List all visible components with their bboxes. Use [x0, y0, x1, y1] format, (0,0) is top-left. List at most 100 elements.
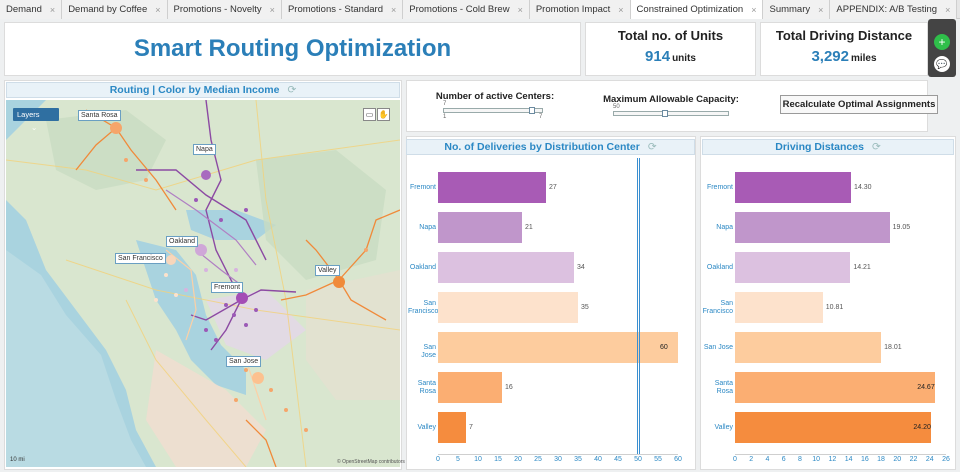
- category-label: Santa Rosa: [714, 379, 733, 395]
- bar-oakland[interactable]: [735, 252, 851, 283]
- kpi-units-value: 914: [645, 48, 671, 65]
- value-label: 10.81: [825, 303, 844, 311]
- x-tick-label: 12: [828, 456, 837, 463]
- bar-fremont[interactable]: [735, 172, 852, 203]
- category-label: Santa Rosa: [417, 379, 436, 395]
- close-icon[interactable]: ×: [390, 4, 397, 15]
- bar-san-jose[interactable]: [735, 332, 882, 363]
- map-label-oakland: Oakland: [166, 236, 199, 247]
- value-label: 24.67: [917, 383, 935, 391]
- kpi-units-unit: units: [672, 53, 696, 64]
- x-tick-label: 10: [812, 456, 821, 463]
- bar-san-francisco[interactable]: [438, 292, 578, 323]
- bar-fremont[interactable]: [438, 172, 546, 203]
- x-tick-label: 15: [494, 456, 502, 463]
- layers-dropdown[interactable]: Layers ⌄: [13, 108, 59, 132]
- add-icon[interactable]: +: [934, 34, 950, 50]
- bar-san-francisco[interactable]: [735, 292, 823, 323]
- bar-napa[interactable]: [438, 212, 522, 243]
- x-tick-label: 16: [860, 456, 869, 463]
- category-label: San Jose: [703, 343, 733, 351]
- centers-slider-thumb[interactable]: [529, 107, 535, 114]
- deliveries-title: No. of Deliveries by Distribution Center…: [406, 139, 695, 155]
- x-tick-label: 5: [456, 456, 460, 463]
- kpi-distance-title: Total Driving Distance: [775, 28, 913, 43]
- refresh-icon[interactable]: ⟳: [871, 141, 881, 153]
- x-tick-label: 4: [765, 456, 770, 463]
- map-view[interactable]: [6, 100, 400, 467]
- value-label: 24.20: [913, 423, 931, 431]
- bar-santa-rosa[interactable]: [438, 372, 502, 403]
- map-title-text: Routing | Color by Median Income: [109, 84, 280, 96]
- bar-valley[interactable]: [438, 412, 466, 443]
- tab-promotion-impact[interactable]: Promotion Impact ×: [529, 0, 631, 19]
- tab-label: Promotion Impact: [535, 4, 611, 15]
- page-title: Smart Routing Optimization: [133, 35, 452, 62]
- chevron-down-icon: ⌄: [31, 123, 38, 132]
- refresh-icon[interactable]: ⟳: [647, 141, 657, 153]
- comment-icon[interactable]: 💬: [934, 56, 950, 72]
- value-label: 35: [581, 303, 589, 311]
- refresh-icon[interactable]: ⟳: [287, 84, 297, 96]
- value-label: 14.21: [853, 263, 871, 271]
- tab-promotions-standard[interactable]: Promotions - Standard ×: [281, 0, 404, 19]
- x-tick-label: 25: [534, 456, 542, 463]
- close-icon[interactable]: ×: [618, 4, 624, 15]
- tab-summary[interactable]: Summary ×: [763, 0, 831, 19]
- close-icon[interactable]: ×: [945, 4, 951, 15]
- x-tick-label: 26: [942, 456, 950, 463]
- close-icon[interactable]: ×: [49, 4, 56, 15]
- value-label: 7: [469, 423, 473, 431]
- capacity-slider-thumb[interactable]: [662, 110, 668, 117]
- centers-label: Number of active Centers:: [435, 91, 555, 102]
- close-icon[interactable]: ×: [751, 4, 757, 15]
- x-tick-label: 14: [844, 456, 853, 463]
- x-tick-label: 0: [436, 456, 440, 463]
- bar-napa[interactable]: [735, 212, 890, 243]
- x-tick-label: 20: [893, 456, 902, 463]
- close-icon[interactable]: ×: [269, 4, 275, 15]
- x-tick-label: 2: [749, 456, 754, 463]
- x-tick-label: 40: [594, 456, 602, 463]
- value-label: 14.30: [854, 183, 872, 191]
- value-label: 21: [525, 223, 533, 231]
- deliveries-title-text: No. of Deliveries by Distribution Center: [444, 141, 640, 153]
- kpi-distance-unit: miles: [850, 53, 877, 64]
- layers-label: Layers: [17, 110, 40, 119]
- kpi-distance-value: 3,292: [811, 48, 849, 65]
- tab-appendix-a-b-testing[interactable]: APPENDIX: A/B Testing ×: [830, 0, 958, 19]
- tab-label: Constrained Optimization: [636, 4, 744, 15]
- value-label: 34: [577, 263, 585, 271]
- tab-demand-by-coffee[interactable]: Demand by Coffee ×: [62, 0, 168, 19]
- category-label: Fremont: [706, 183, 733, 191]
- bar-valley[interactable]: [735, 412, 932, 443]
- centers-slider[interactable]: [443, 108, 543, 113]
- capacity-label: Maximum Allowable Capacity:: [603, 94, 739, 105]
- value-label: 60: [660, 343, 668, 351]
- close-icon[interactable]: ×: [155, 4, 161, 15]
- category-label: San Jose: [421, 343, 436, 359]
- category-label: Oakland: [706, 263, 733, 271]
- map-title: Routing | Color by Median Income ⟳: [6, 82, 400, 98]
- bar-santa-rosa[interactable]: [735, 372, 936, 403]
- tab-promotions-novelty[interactable]: Promotions - Novelty ×: [167, 0, 282, 19]
- category-label: San Francisco: [702, 299, 733, 315]
- bar-san-jose[interactable]: [438, 332, 678, 363]
- recalculate-button[interactable]: Recalculate Optimal Assignments: [780, 95, 938, 114]
- close-icon[interactable]: ×: [517, 4, 523, 15]
- close-icon[interactable]: ×: [818, 4, 824, 15]
- tab-label: Promotions - Cold Brew: [409, 4, 510, 15]
- tab-label: Demand: [6, 4, 42, 15]
- x-tick-label: 30: [554, 456, 562, 463]
- capacity-slider[interactable]: [613, 111, 729, 116]
- map-zoom-select-icon[interactable]: ▭: [363, 108, 376, 121]
- x-tick-label: 20: [514, 456, 522, 463]
- bar-oakland[interactable]: [438, 252, 574, 283]
- tab-promotions-cold-brew[interactable]: Promotions - Cold Brew ×: [403, 0, 530, 19]
- map-label-fremont: Fremont: [211, 282, 244, 293]
- x-tick-label: 55: [654, 456, 662, 463]
- tab-demand[interactable]: Demand ×: [0, 0, 63, 19]
- centers-max: 7: [539, 114, 543, 120]
- tab-constrained-optimization[interactable]: Constrained Optimization ×: [630, 0, 764, 19]
- map-pan-icon[interactable]: ✋: [377, 108, 390, 121]
